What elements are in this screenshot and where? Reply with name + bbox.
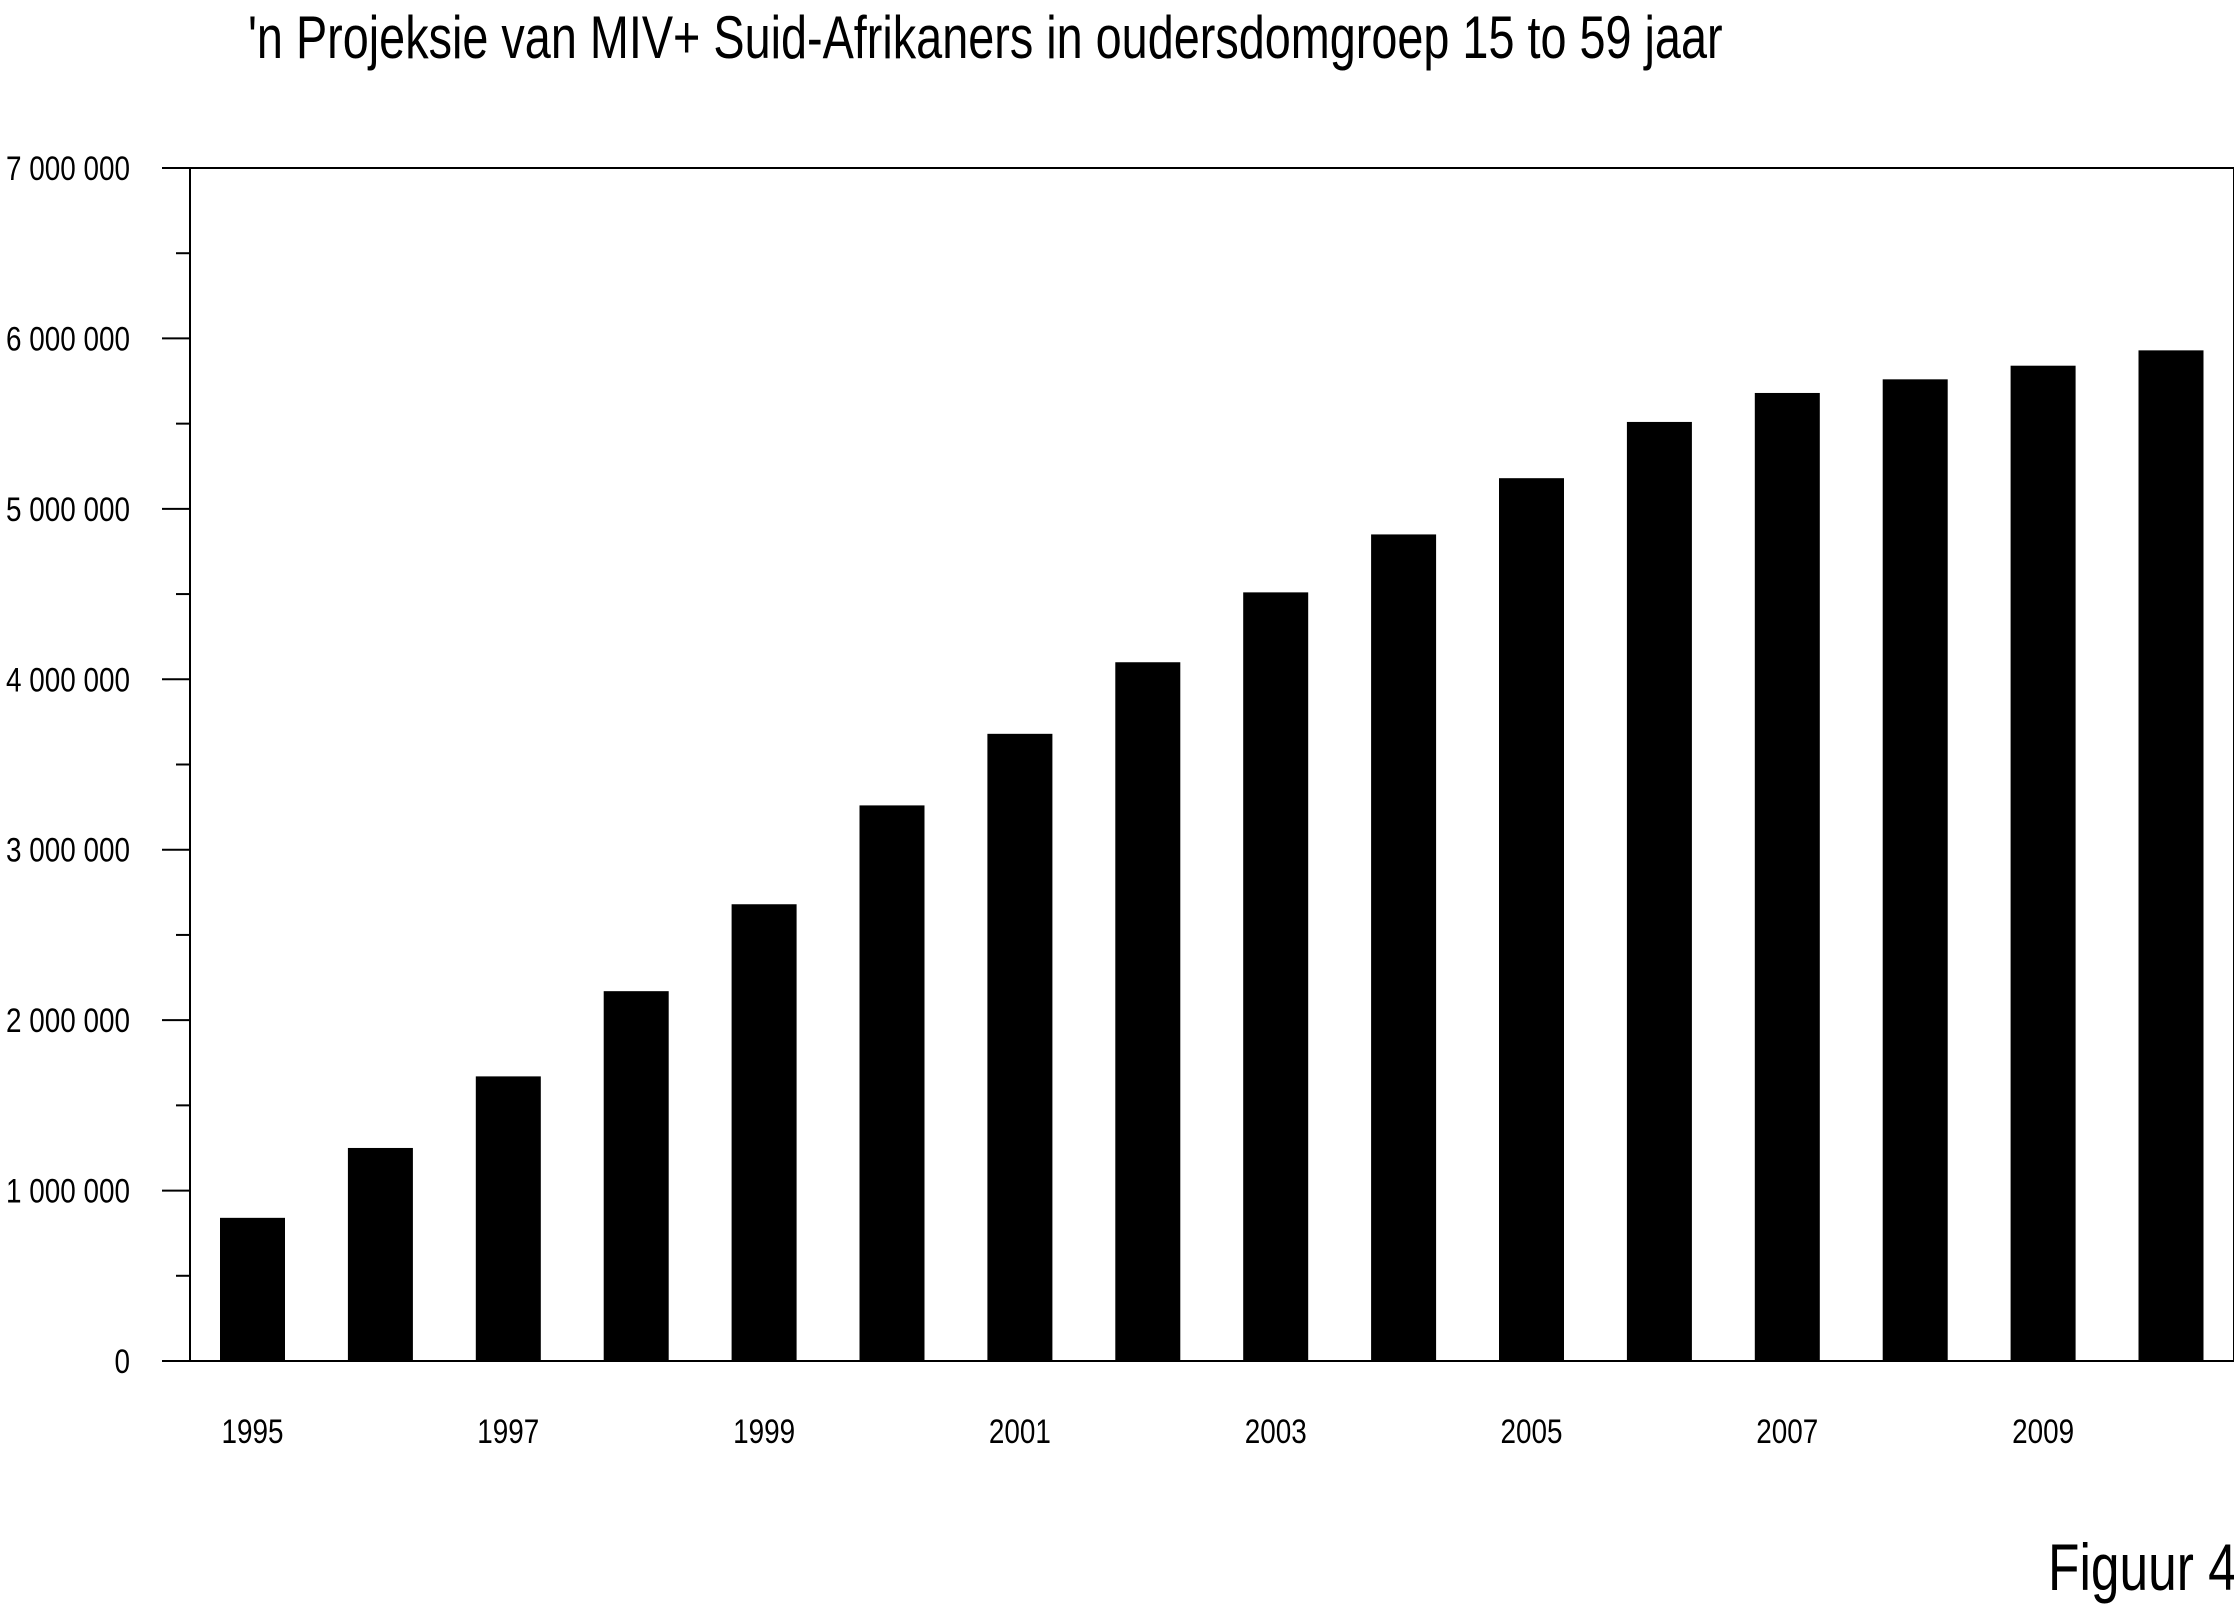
- bar-1998: [603, 991, 669, 1361]
- y-axis: 0 1 000 000 2 000 000 3 000 000 4 000 000 5 0…: [6, 149, 190, 1381]
- y-tick-label: 0: [114, 1342, 130, 1380]
- x-axis: 1995 1997 1999 2001 2003 2005 2007 2009: [162, 1360, 2234, 1451]
- y-tick-label: 5 000 000: [6, 490, 130, 528]
- x-tick-label: 2005: [1501, 1412, 1563, 1450]
- x-tick-label: 1997: [477, 1412, 539, 1450]
- x-tick-label: 2009: [2012, 1412, 2074, 1450]
- x-tick-label-group: 2007: [1756, 1412, 1818, 1450]
- bar-2008: [1882, 379, 1948, 1361]
- x-tick-label: 2003: [1245, 1412, 1307, 1450]
- bar-2000: [859, 805, 925, 1361]
- bar-2001: [987, 733, 1053, 1361]
- bar-2009: [2010, 365, 2076, 1361]
- x-tick-label: 2001: [989, 1412, 1051, 1450]
- bar-1995: [220, 1217, 285, 1361]
- bar-2004: [1371, 534, 1437, 1361]
- y-tick-label: 1 000 000: [6, 1172, 130, 1210]
- bar-2006: [1626, 421, 1692, 1361]
- bar-1997: [475, 1076, 541, 1361]
- chart-title: 'n Projeksie van MIV+ Suid-Afrikaners in…: [248, 4, 1723, 71]
- bar-2005: [1499, 478, 1564, 1361]
- bar-1996: [347, 1147, 413, 1361]
- bar-series: [220, 350, 2204, 1362]
- y-tick-label: 3 000 000: [6, 831, 130, 869]
- bar-2002: [1115, 662, 1181, 1361]
- figure-label: Figuur 4: [2048, 1530, 2234, 1605]
- x-tick-label-group: 1999: [733, 1412, 795, 1450]
- bar-2007: [1754, 392, 1820, 1362]
- bar-2010: [2138, 350, 2204, 1361]
- chart-title-group: 'n Projeksie van MIV+ Suid-Afrikaners in…: [248, 4, 1723, 71]
- x-tick-label-group: 2005: [1501, 1412, 1563, 1450]
- bar-1999: [731, 904, 797, 1361]
- bar-2003: [1243, 592, 1309, 1361]
- x-tick-label-group: 2001: [989, 1412, 1051, 1450]
- x-tick-label-group: 2009: [2012, 1412, 2074, 1450]
- x-tick-label: 2007: [1756, 1412, 1818, 1450]
- y-tick-label: 7 000 000: [6, 149, 130, 187]
- x-tick-label-group: 1997: [477, 1412, 539, 1450]
- y-tick-label: 4 000 000: [6, 661, 130, 699]
- figure-label-group: Figuur 4: [2048, 1530, 2234, 1605]
- x-tick-label-group: 1995: [221, 1412, 283, 1450]
- x-tick-label-group: 2003: [1245, 1412, 1307, 1450]
- y-tick-label: 2 000 000: [6, 1002, 130, 1040]
- x-tick-label: 1999: [733, 1412, 795, 1450]
- x-tick-label: 1995: [221, 1412, 283, 1450]
- y-tick-label: 6 000 000: [6, 320, 130, 358]
